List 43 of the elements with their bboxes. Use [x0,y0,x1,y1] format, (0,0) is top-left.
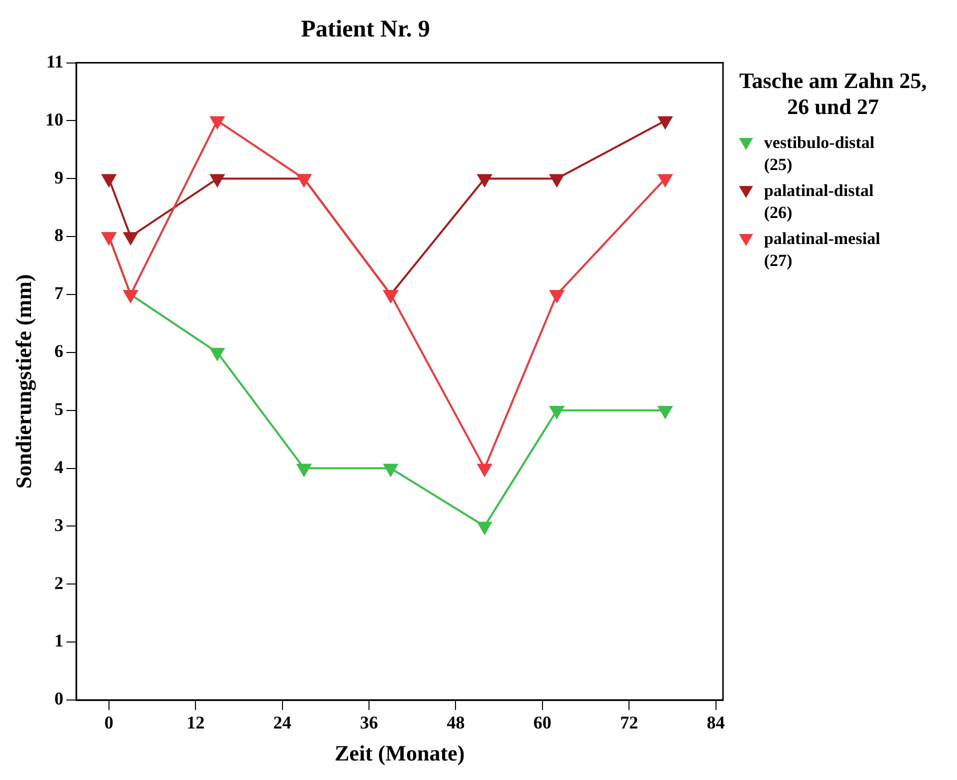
point [210,116,224,129]
x-tick-label: 36 [360,712,378,732]
legend-label: vestibulo-distal (25) [764,132,876,176]
point [384,464,398,476]
x-tick-label: 0 [104,712,114,732]
y-tick-label: 7 [54,283,64,304]
point [102,174,116,187]
point [658,174,672,187]
point [550,174,564,187]
y-tick-label: 3 [54,514,64,535]
point [658,406,672,418]
point [210,348,224,360]
point [658,116,672,129]
x-axis-title: Zeit (Monate) [334,740,465,766]
legend-label: palatinal-distal (26) [764,180,875,224]
y-tick-label: 5 [54,399,64,420]
point [550,406,564,418]
y-tick-label: 6 [54,341,64,362]
point [124,232,138,245]
x-tick-label: 12 [186,712,205,732]
y-tick-label: 11 [46,51,64,72]
point [210,174,224,187]
y-tick-label: 1 [54,630,64,651]
legend-label: palatinal-mesial (27) [764,228,882,272]
point [478,522,492,534]
y-tick-label: 9 [54,167,64,188]
y-tick-label: 0 [54,688,64,709]
x-tick-label: 60 [533,712,552,732]
legend-title: Tasche am Zahn 25, 26 und 27 [738,68,928,120]
chart-title: Patient Nr. 9 [300,16,430,43]
point [478,464,492,476]
y-tick-label: 10 [45,109,64,130]
point [296,464,312,476]
x-tick-label: 72 [620,712,638,732]
x-tick-label: 48 [446,712,465,732]
y-axis-title: Sondierungstiefe (mm) [10,274,36,489]
y-tick-label: 2 [54,572,64,593]
x-tick-label: 84 [706,712,725,732]
point [550,290,564,303]
point [478,174,492,187]
y-tick-label: 4 [54,456,64,477]
x-tick-label: 24 [273,712,292,732]
y-tick-label: 8 [54,225,64,246]
